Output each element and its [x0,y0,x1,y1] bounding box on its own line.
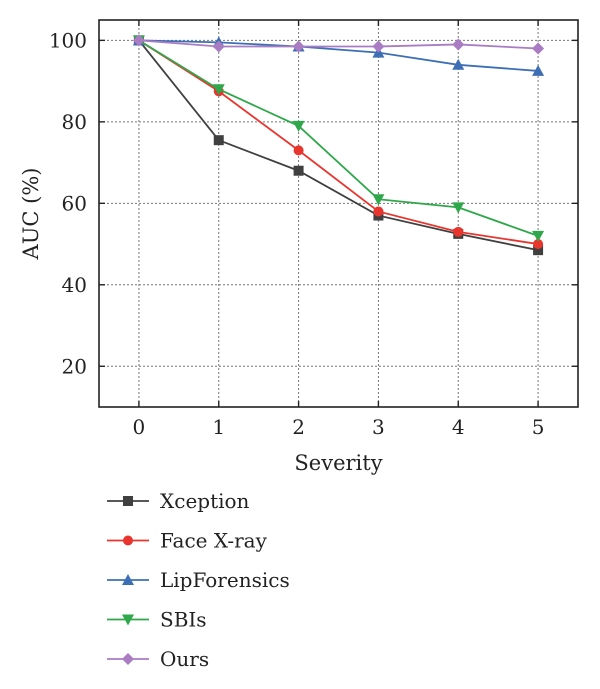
legend-marker-xception [123,496,133,506]
legend-label-ours: Ours [160,647,209,671]
series-line-sbis [138,39,539,237]
legend-item-ours: Ours [107,647,209,671]
data-point-xception [213,135,224,146]
x-tick-label: 0 [133,415,146,439]
x-axis-title: Severity [294,451,382,475]
series-lipforensics [132,34,545,76]
data-point-xception [533,245,544,256]
legend-item-sbis: SBIs [107,608,207,632]
y-axis-title: AUC (%) [19,168,43,261]
y-tick-label: 100 [49,28,87,52]
data-point-xception [293,165,304,176]
legend-marker-face-x-ray [123,535,133,546]
legend-label-xception: Xception [160,489,250,513]
legend: Xception Face X-ray LipForensics SBIs Ours [107,489,290,671]
data-point-sbis [532,230,545,242]
legend-marker-sbis [122,614,134,626]
data-point-face-x-ray [453,226,464,237]
data-point-lipforensics [452,58,465,70]
legend-item-lipforensics: LipForensics [107,568,290,592]
data-point-ours [452,38,465,51]
series-line-face-x-ray [138,39,539,245]
series-ours [132,34,545,55]
data-point-ours [132,34,145,47]
y-tick-label: 20 [62,354,87,378]
data-point-ours [372,40,385,53]
data-point-lipforensics [532,64,545,76]
series-line-lipforensics [138,39,539,72]
series-line-xception [138,39,539,252]
legend-label-face-x-ray: Face X-ray [160,529,268,553]
data-point-ours [532,42,545,55]
data-point-face-x-ray [373,206,384,217]
axis-ticks: 0 1 2 3 4 5 20 40 60 80 100 [49,20,578,439]
legend-marker-ours [122,653,134,665]
grid-lines [99,20,578,407]
y-tick-label: 40 [62,273,87,297]
data-point-ours [292,40,305,53]
data-point-sbis [212,84,225,96]
y-tick-label: 80 [62,110,87,134]
data-point-ours [212,40,225,53]
legend-marker-lipforensics [122,574,134,585]
data-point-face-x-ray [293,145,304,156]
data-point-sbis [372,194,385,206]
data-point-sbis [452,202,465,214]
series-layer [132,34,545,256]
legend-item-face-x-ray: Face X-ray [107,529,268,553]
x-tick-label: 5 [532,415,545,439]
legend-label-lipforensics: LipForensics [160,568,290,592]
y-tick-label: 60 [62,191,87,215]
data-point-sbis [292,120,305,132]
x-tick-label: 2 [292,415,305,439]
series-xception [133,35,544,256]
x-tick-label: 3 [372,415,385,439]
data-point-face-x-ray [533,239,544,250]
x-tick-label: 4 [452,415,465,439]
series-line-ours [138,39,539,50]
legend-item-xception: Xception [107,489,250,513]
legend-label-sbis: SBIs [160,608,207,632]
x-tick-label: 1 [212,415,225,439]
plot-area-frame [98,19,579,408]
